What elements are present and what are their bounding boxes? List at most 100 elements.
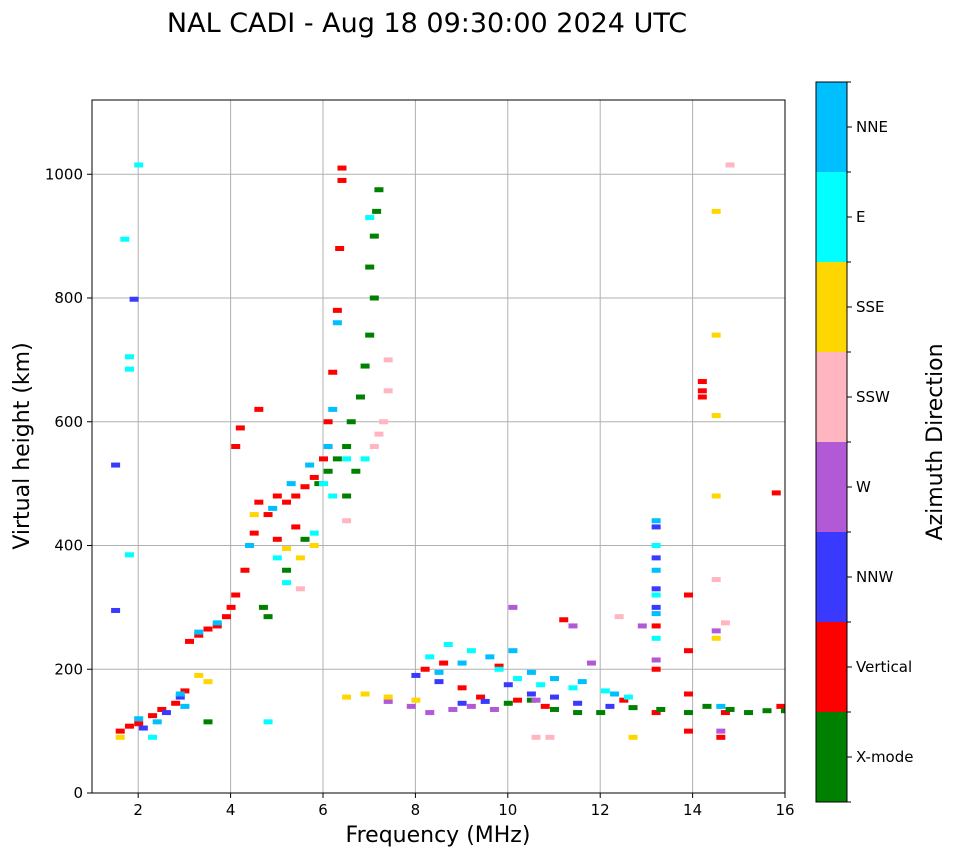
echo-mark-e <box>124 552 134 558</box>
echo-mark-vertical <box>157 706 167 712</box>
echo-mark-e <box>124 366 134 372</box>
echo-mark-e <box>282 580 292 586</box>
echo-mark-e <box>365 215 375 221</box>
echo-mark-nnw <box>651 524 661 530</box>
echo-mark-w <box>466 703 476 709</box>
echo-mark-vertical <box>282 499 292 505</box>
echo-mark-nne <box>194 629 204 635</box>
echo-mark-nnw <box>605 703 615 709</box>
colorbar-label-nnw: NNW <box>856 568 893 586</box>
x-axis-ticks: 2 4 6 8 10 12 14 16 <box>133 793 795 819</box>
echo-mark-vertical <box>291 524 301 530</box>
colorbar-label-sse: SSE <box>856 298 885 316</box>
echo-mark-vertical <box>337 165 347 171</box>
echo-mark-x-mode <box>346 419 356 425</box>
echo-mark-sse <box>115 734 125 740</box>
echo-mark-nne <box>245 543 255 548</box>
echo-mark-vertical <box>651 623 661 629</box>
echo-mark-vertical <box>337 177 347 183</box>
grid-lines <box>92 100 786 794</box>
colorbar-label-nne: NNE <box>856 118 888 136</box>
echo-mark-w <box>489 706 499 712</box>
echo-mark-x-mode <box>365 332 375 338</box>
echo-mark-x-mode <box>323 468 333 474</box>
echo-mark-nne <box>434 669 444 675</box>
echo-mark-e <box>425 654 435 660</box>
echo-mark-x-mode <box>656 706 666 712</box>
echo-mark-nne <box>268 505 278 511</box>
echo-mark-ssw <box>545 734 555 740</box>
echo-mark-ssw <box>379 419 389 425</box>
echo-mark-nne <box>180 703 190 709</box>
echo-mark-vertical <box>300 484 310 490</box>
colorbar-label: Azimuth Direction <box>923 343 948 540</box>
echo-mark-vertical <box>683 728 693 734</box>
echo-mark-x-mode <box>282 567 292 573</box>
echo-mark-ssw <box>383 388 393 394</box>
echo-mark-nnw <box>111 607 121 613</box>
echo-mark-w <box>531 697 541 703</box>
echo-mark-vertical <box>513 697 523 703</box>
echo-mark-sse <box>711 635 721 641</box>
echo-mark-nnw <box>138 725 148 731</box>
echo-mark-nnw <box>175 694 185 700</box>
echo-mark-x-mode <box>374 187 384 193</box>
echo-mark-vertical <box>619 697 629 703</box>
colorbar-segment <box>816 532 847 622</box>
echo-mark-w <box>586 660 596 666</box>
echo-mark-e <box>309 530 319 536</box>
echo-mark-vertical <box>226 604 236 610</box>
echo-mark-vertical <box>776 703 785 709</box>
echo-mark-vertical <box>697 388 707 394</box>
echo-mark-nne <box>577 679 587 685</box>
echo-mark-e <box>536 682 546 688</box>
colorbar-segment <box>816 352 847 442</box>
echo-mark-nne <box>550 676 559 682</box>
x-tick-label: 14 <box>683 801 702 819</box>
echo-mark-ssw <box>720 620 730 626</box>
echo-mark-x-mode <box>702 703 712 709</box>
echo-mark-nne <box>526 669 536 675</box>
echo-mark-x-mode <box>725 706 735 712</box>
echo-mark-nnw <box>161 710 171 716</box>
echo-mark-vertical <box>323 419 333 425</box>
echo-mark-nne <box>508 648 518 654</box>
echo-mark-sse <box>295 555 305 561</box>
echo-mark-nnw <box>457 700 467 706</box>
x-axis-label: Frequency (MHz) <box>346 823 531 848</box>
echo-mark-x-mode <box>550 706 559 712</box>
echo-mark-vertical <box>328 369 338 375</box>
echo-mark-vertical <box>697 379 707 385</box>
echo-mark-nne <box>152 719 162 725</box>
echo-mark-nnw <box>129 296 139 302</box>
echo-mark-nnw <box>550 694 559 700</box>
echo-mark-nne <box>328 406 338 412</box>
echo-mark-sse <box>711 493 721 499</box>
echo-mark-vertical <box>771 490 781 496</box>
echo-mark-nnw <box>411 672 421 678</box>
echo-mark-ssw <box>374 431 384 437</box>
echo-mark-sse <box>711 332 721 338</box>
echo-mark-w <box>651 657 661 663</box>
echo-mark-e <box>651 635 661 641</box>
echo-mark-vertical <box>651 666 661 672</box>
echo-mark-ssw <box>369 444 379 449</box>
echo-mark-e <box>124 354 134 360</box>
echo-mark-vertical <box>171 700 181 706</box>
echo-mark-vertical <box>124 723 134 729</box>
echo-mark-w <box>448 706 458 712</box>
x-tick-label: 4 <box>226 801 236 819</box>
echo-mark-ssw <box>531 734 541 740</box>
echo-mark-sse <box>360 691 370 697</box>
echo-mark-nnw <box>480 698 490 704</box>
echo-mark-x-mode <box>628 705 638 711</box>
colorbar: X-mode Vertical NNW W SSW SSE E NNE <box>815 81 913 803</box>
y-tick-label: 800 <box>54 289 83 307</box>
echo-mark-nne <box>457 660 467 666</box>
echo-mark-x-mode <box>360 363 370 369</box>
echo-mark-ssw <box>383 357 393 363</box>
echo-mark-vertical <box>683 691 693 697</box>
echo-mark-vertical <box>683 592 693 598</box>
echo-mark-vertical <box>332 307 342 313</box>
echo-mark-w <box>716 728 726 734</box>
